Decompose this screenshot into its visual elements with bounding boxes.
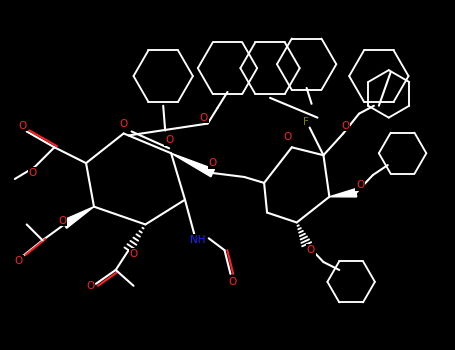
Text: O: O — [58, 216, 66, 225]
Text: O: O — [129, 249, 138, 259]
Text: F: F — [303, 117, 308, 127]
Text: O: O — [120, 119, 128, 128]
Polygon shape — [329, 189, 357, 197]
Text: NH: NH — [190, 235, 206, 245]
Text: O: O — [208, 158, 217, 168]
Text: O: O — [165, 135, 173, 145]
Text: O: O — [341, 120, 349, 131]
Text: O: O — [356, 180, 364, 190]
Polygon shape — [171, 153, 214, 177]
Text: O: O — [307, 245, 315, 255]
Text: O: O — [284, 132, 292, 142]
Text: O: O — [29, 168, 37, 178]
Text: O: O — [200, 113, 208, 122]
Text: O: O — [19, 120, 27, 131]
Text: O: O — [15, 256, 23, 266]
Text: O: O — [228, 277, 237, 287]
Text: O: O — [86, 281, 94, 291]
Polygon shape — [62, 206, 94, 228]
